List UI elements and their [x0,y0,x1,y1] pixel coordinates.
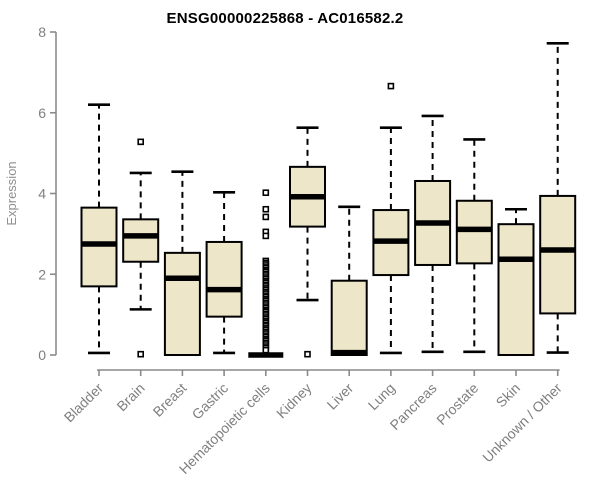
outlier-point [262,346,270,354]
y-tick-label: 8 [38,24,46,40]
box-pancreas [414,114,452,354]
outlier-point [304,350,311,358]
box-lung [372,82,410,355]
box-bladder [80,103,118,355]
outlier-point [262,189,270,196]
x-tick-label-liver: Liver [324,380,357,413]
iqr-box [122,218,160,263]
y-axis: 0 2 4 6 8 Expression [4,24,57,363]
outlier-point [387,82,395,90]
x-tick-label-breast: Breast [150,380,190,420]
x-tick-label-skin: Skin [493,380,524,411]
outlier-point [137,138,144,146]
box-skin [497,207,535,356]
outlier-point [137,350,144,358]
box-prostate [455,138,493,354]
outlier-point [262,205,270,213]
chart-title: ENSG00000225868 - AC016582.2 [166,10,404,27]
outlier-point [262,232,270,240]
y-tick-label: 0 [38,347,46,363]
y-tick-label: 6 [38,105,46,121]
x-tick-label-kidney: Kidney [273,380,315,422]
x-tick-label-bladder: Bladder [61,380,107,426]
x-tick-label-prostate: Prostate [433,380,481,428]
y-axis-label: Expression [4,161,19,225]
y-tick-label: 4 [38,186,46,202]
box-brain [122,138,160,358]
box-kidney [289,126,326,358]
box-gastric [205,190,243,355]
iqr-box [330,279,368,356]
x-tick-label-lung: Lung [365,380,398,413]
iqr-box [539,194,577,315]
box-liver [330,205,368,356]
iqr-box [80,206,118,288]
x-tick-label-brain: Brain [113,380,147,414]
iqr-box [163,251,201,357]
box-hematopoietic-cells [248,189,284,358]
outlier-point [262,213,270,221]
iqr-box [497,223,535,356]
box-breast [163,170,201,357]
box-unknown-other [539,42,577,354]
y-tick-label: 2 [38,266,46,282]
iqr-box [205,240,243,318]
x-tick-label-unknown-other: Unknown / Other [479,380,565,466]
